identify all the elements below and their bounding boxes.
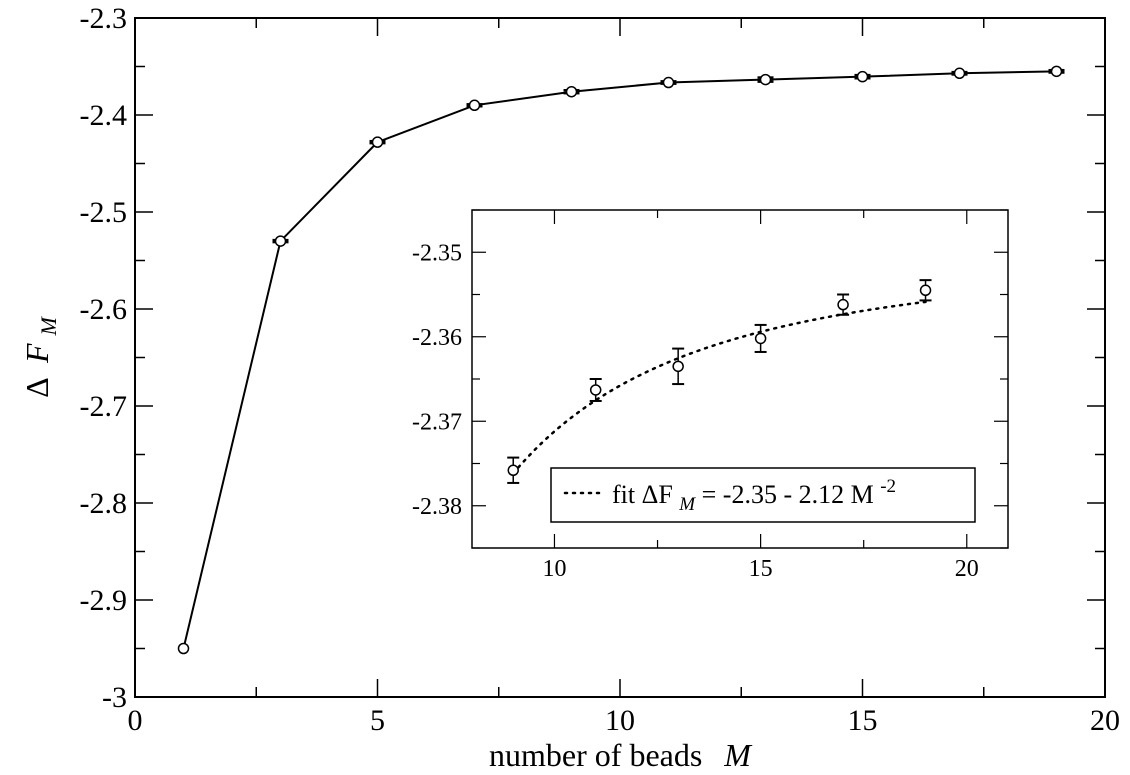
inset-x-tick-label: 10 [542,556,566,582]
fit-curve [511,300,927,475]
data-point [662,76,675,89]
y-tick-label: -2.6 [80,293,128,326]
y-axis-label-variable: F [19,343,55,364]
inset-data-point [919,284,932,297]
data-point [759,73,772,86]
inset-tick-marks [472,209,1008,549]
x-axis-title: number of beads M [489,737,753,773]
x-axis-label-text: number of beads [489,737,702,773]
y-axis-title: Δ F M [19,315,61,397]
y-tick-label: -2.5 [80,196,128,229]
x-tick-label: 0 [128,704,143,737]
legend-label-superscript: -2 [880,476,896,497]
data-point [953,67,966,80]
inset-y-tick-label: -2.37 [412,409,462,435]
y-tick-label: -2.3 [80,2,128,35]
inset-data-point [837,298,849,311]
legend-label-middle: = -2.35 - 2.12 M [702,480,874,509]
y-tick-label: -2.9 [80,584,128,617]
y-tick-label: -2.4 [80,99,128,132]
data-point [274,235,287,247]
inset-y-tick-label: -2.38 [412,494,462,520]
inset-plot: 10 15 20 -2.38 -2.37 -2.36 -2.35 fit ΔF M = -2… [367,208,1010,593]
data-point [565,85,578,98]
inset-background [367,208,1010,593]
inset-data-point [672,360,684,373]
inset-data-point [589,384,602,396]
inset-data-point [507,464,519,477]
y-axis-label-symbol: Δ [19,378,55,398]
inset-series [507,279,932,484]
inset-x-tick-label: 15 [749,556,773,582]
data-point [1050,65,1063,78]
main-series [177,65,1065,655]
inset-tick-labels: 10 15 20 -2.38 -2.37 -2.36 -2.35 [412,240,979,582]
x-tick-label: 20 [1090,704,1120,737]
x-tick-label: 10 [605,704,635,737]
main-tick-marks [134,17,1106,698]
main-plot: 0 5 10 15 20 -3 -2.9 -2.8 -2.7 -2.6 -2.5 -2.4 -2.3 n… [19,2,1120,773]
y-tick-label: -3 [102,681,127,714]
inset-x-tick-label: 20 [955,556,979,582]
inset-y-tick-label: -2.35 [412,240,462,266]
legend-label: fit ΔF M = -2.35 - 2.12 M -2 [612,476,896,516]
y-tick-label: -2.8 [80,487,128,520]
inset-y-tick-label: -2.36 [412,325,462,351]
legend-box [550,467,976,523]
x-axis-label-variable: M [723,737,753,773]
data-point [177,642,190,655]
data-point [371,136,384,148]
legend: fit ΔF M = -2.35 - 2.12 M -2 [550,467,976,523]
series-line [182,70,1057,649]
legend-label-subscript: M [678,494,696,515]
x-tick-label: 15 [848,704,878,737]
main-tick-labels: 0 5 10 15 20 -3 -2.9 -2.8 -2.7 -2.6 -2.5 -2.4 -2.3 [80,2,1121,737]
legend-label-prefix: fit ΔF [612,480,673,509]
y-tick-label: -2.7 [80,390,128,423]
inset-data-point [754,332,767,345]
data-point [468,99,481,112]
data-point [856,70,869,83]
x-tick-label: 5 [370,704,385,737]
y-axis-label-subscript: M [36,315,61,336]
